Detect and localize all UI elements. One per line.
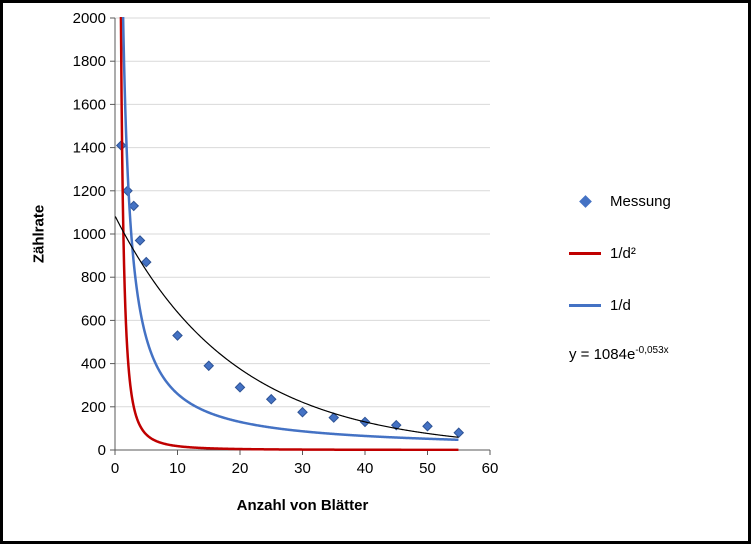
marker-box — [569, 251, 601, 255]
series-trendline — [115, 216, 459, 438]
y-tick-label: 1800 — [73, 53, 106, 70]
legend: Messung 1/d² 1/d y = 1084e-0,053x — [569, 189, 671, 363]
data-point — [172, 330, 183, 341]
y-tick-label: 1000 — [73, 226, 106, 243]
data-point — [234, 382, 246, 393]
trendline-equation: y = 1084e-0,053x — [569, 345, 671, 363]
y-tick-label: 1600 — [73, 96, 106, 113]
marker-box — [569, 194, 601, 208]
data-point — [297, 406, 308, 418]
x-tick-label: 20 — [232, 460, 249, 477]
y-tick-label: 600 — [81, 312, 106, 329]
x-tick-label: 30 — [294, 460, 311, 477]
legend-item-inverse: 1/d — [569, 293, 671, 317]
data-point — [328, 412, 340, 423]
x-axis-ticks: 0 10 20 30 40 50 60 — [111, 450, 499, 477]
series-Messung — [115, 140, 465, 439]
legend-label-inverse: 1/d — [610, 296, 631, 314]
y-tick-label: 2000 — [73, 10, 106, 27]
plot-svg: 0 200 400 600 800 1000 1200 1400 1600 1800 2000 0 10… — [73, 10, 499, 477]
blue-line-marker-icon — [569, 303, 601, 307]
equation-base: y = 1084e — [569, 346, 636, 363]
y-axis-title: Zählrate — [30, 204, 48, 264]
y-tick-label: 1400 — [73, 140, 106, 157]
series-1/d — [121, 17, 460, 442]
y-tick-label: 400 — [81, 356, 106, 373]
x-tick-label: 10 — [169, 460, 186, 477]
data-point — [265, 393, 277, 405]
y-axis-ticks: 0 200 400 600 800 1000 1200 1400 1600 1800 2000 — [73, 10, 115, 459]
x-tick-label: 0 — [111, 460, 119, 477]
data-point — [128, 200, 140, 212]
legend-label-inverse-square: 1/d² — [610, 244, 636, 262]
diamond-marker-icon — [578, 194, 592, 208]
y-tick-label: 200 — [81, 399, 106, 416]
x-tick-label: 60 — [482, 460, 499, 477]
equation-exponent: -0,053x — [635, 345, 669, 356]
x-tick-label: 50 — [419, 460, 436, 477]
y-tick-label: 800 — [81, 269, 106, 286]
y-tick-label: 1200 — [73, 183, 106, 200]
data-point — [203, 360, 215, 372]
data-point — [453, 427, 465, 439]
series-1/d² — [119, 17, 460, 451]
data-point — [422, 420, 433, 432]
legend-item-inverse-square: 1/d² — [569, 241, 671, 265]
data-point — [134, 235, 146, 246]
y-tick-label: 0 — [98, 442, 106, 459]
legend-item-messung: Messung — [569, 189, 671, 213]
marker-box — [569, 303, 601, 307]
x-axis-title: Anzahl von Blätter — [236, 497, 369, 514]
x-tick-label: 40 — [357, 460, 374, 477]
data-point — [140, 256, 152, 268]
gridlines — [115, 17, 490, 408]
red-line-marker-icon — [569, 251, 601, 255]
legend-label-messung: Messung — [610, 192, 671, 210]
